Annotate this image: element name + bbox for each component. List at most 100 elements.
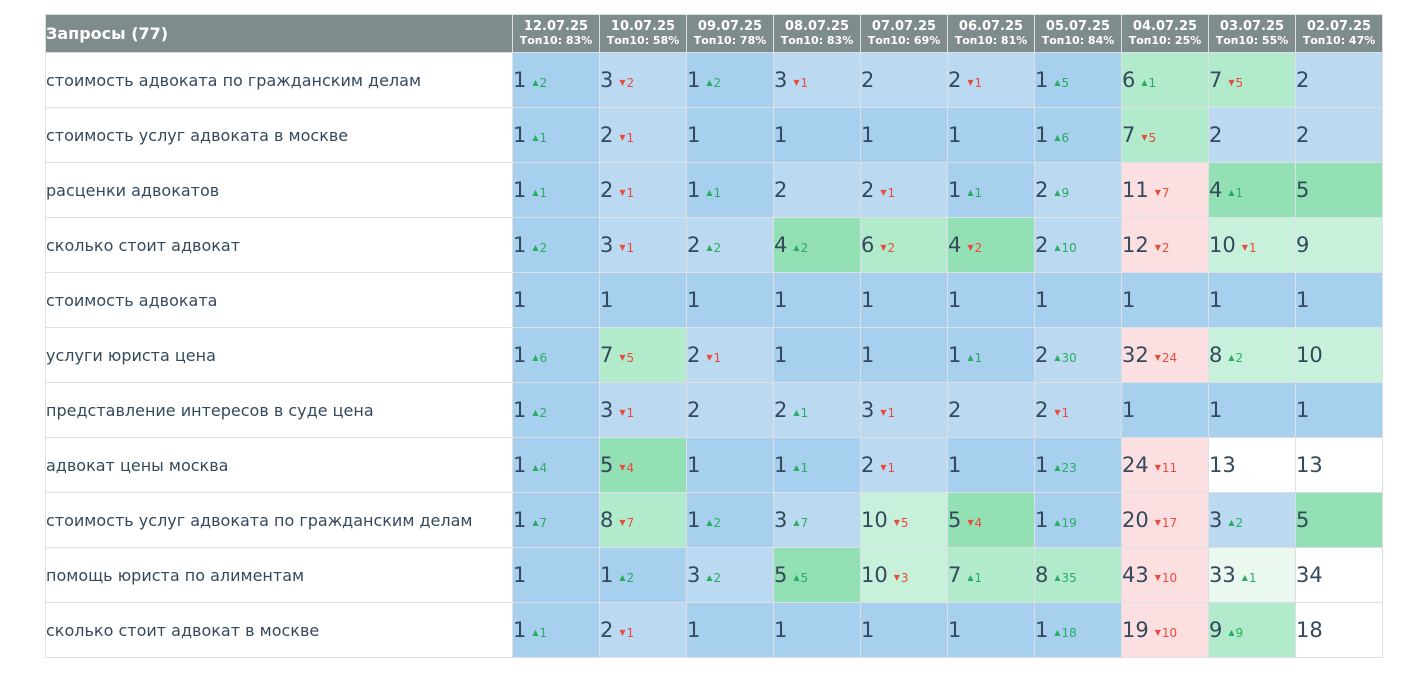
position-cell[interactable]: 13 bbox=[1208, 437, 1296, 493]
position-cell[interactable]: 2 ▼1 bbox=[947, 52, 1035, 108]
position-cell[interactable]: 1 bbox=[860, 602, 948, 658]
queries-column-header[interactable]: Запросы (77) bbox=[45, 14, 513, 53]
query-cell[interactable]: расценки адвокатов bbox=[45, 162, 513, 218]
position-cell[interactable]: 1 ▲2 bbox=[512, 217, 600, 273]
position-cell[interactable]: 1 bbox=[1208, 382, 1296, 438]
position-cell[interactable]: 3 ▲7 bbox=[773, 492, 861, 548]
position-cell[interactable]: 2 ▲9 bbox=[1034, 162, 1122, 218]
position-cell[interactable]: 1 ▲1 bbox=[773, 437, 861, 493]
query-cell[interactable]: стоимость адвоката по гражданским делам bbox=[45, 52, 513, 108]
position-cell[interactable]: 1 bbox=[860, 272, 948, 328]
position-cell[interactable]: 10 ▼5 bbox=[860, 492, 948, 548]
position-cell[interactable]: 1 ▲1 bbox=[947, 327, 1035, 383]
position-cell[interactable]: 2 ▲10 bbox=[1034, 217, 1122, 273]
query-cell[interactable]: стоимость адвоката bbox=[45, 272, 513, 328]
position-cell[interactable]: 1 ▲1 bbox=[512, 162, 600, 218]
position-cell[interactable]: 4 ▲1 bbox=[1208, 162, 1296, 218]
position-cell[interactable]: 2 ▼1 bbox=[599, 602, 687, 658]
position-cell[interactable]: 1 ▲19 bbox=[1034, 492, 1122, 548]
position-cell[interactable]: 2 ▲1 bbox=[773, 382, 861, 438]
position-cell[interactable]: 1 ▲1 bbox=[947, 162, 1035, 218]
position-cell[interactable]: 3 ▼1 bbox=[599, 217, 687, 273]
query-cell[interactable]: представление интересов в суде цена bbox=[45, 382, 513, 438]
position-cell[interactable]: 34 bbox=[1295, 547, 1383, 603]
position-cell[interactable]: 3 ▼1 bbox=[860, 382, 948, 438]
position-cell[interactable]: 33 ▲1 bbox=[1208, 547, 1296, 603]
position-cell[interactable]: 9 bbox=[1295, 217, 1383, 273]
position-cell[interactable]: 20 ▼17 bbox=[1121, 492, 1209, 548]
position-cell[interactable]: 7 ▼5 bbox=[1208, 52, 1296, 108]
query-cell[interactable]: адвокат цены москва bbox=[45, 437, 513, 493]
position-cell[interactable]: 1 bbox=[686, 437, 774, 493]
position-cell[interactable]: 2 bbox=[1295, 52, 1383, 108]
position-cell[interactable]: 7 ▲1 bbox=[947, 547, 1035, 603]
position-cell[interactable]: 1 bbox=[599, 272, 687, 328]
position-cell[interactable]: 10 ▼1 bbox=[1208, 217, 1296, 273]
position-cell[interactable]: 1 ▲6 bbox=[512, 327, 600, 383]
position-cell[interactable]: 1 bbox=[1121, 382, 1209, 438]
position-cell[interactable]: 24 ▼11 bbox=[1121, 437, 1209, 493]
position-cell[interactable]: 5 ▼4 bbox=[599, 437, 687, 493]
position-cell[interactable]: 8 ▲35 bbox=[1034, 547, 1122, 603]
query-cell[interactable]: сколько стоит адвокат bbox=[45, 217, 513, 273]
position-cell[interactable]: 7 ▼5 bbox=[1121, 107, 1209, 163]
date-column-header[interactable]: 08.07.25 Топ10: 83% bbox=[773, 14, 861, 53]
position-cell[interactable]: 1 bbox=[1295, 272, 1383, 328]
position-cell[interactable]: 4 ▲2 bbox=[773, 217, 861, 273]
date-column-header[interactable]: 05.07.25 Топ10: 84% bbox=[1034, 14, 1122, 53]
position-cell[interactable]: 12 ▼2 bbox=[1121, 217, 1209, 273]
position-cell[interactable]: 3 ▲2 bbox=[1208, 492, 1296, 548]
position-cell[interactable]: 1 ▲7 bbox=[512, 492, 600, 548]
position-cell[interactable]: 1 bbox=[860, 327, 948, 383]
position-cell[interactable]: 8 ▼7 bbox=[599, 492, 687, 548]
position-cell[interactable]: 1 bbox=[1034, 272, 1122, 328]
position-cell[interactable]: 6 ▼2 bbox=[860, 217, 948, 273]
position-cell[interactable]: 1 bbox=[686, 272, 774, 328]
position-cell[interactable]: 2 bbox=[1295, 107, 1383, 163]
position-cell[interactable]: 2 ▼1 bbox=[686, 327, 774, 383]
date-column-header[interactable]: 12.07.25 Топ10: 83% bbox=[512, 14, 600, 53]
position-cell[interactable]: 2 ▼1 bbox=[1034, 382, 1122, 438]
position-cell[interactable]: 1 bbox=[947, 107, 1035, 163]
position-cell[interactable]: 5 bbox=[1295, 162, 1383, 218]
date-column-header[interactable]: 04.07.25 Топ10: 25% bbox=[1121, 14, 1209, 53]
position-cell[interactable]: 11 ▼7 bbox=[1121, 162, 1209, 218]
position-cell[interactable]: 1 ▲1 bbox=[512, 107, 600, 163]
position-cell[interactable]: 1 bbox=[512, 547, 600, 603]
position-cell[interactable]: 10 bbox=[1295, 327, 1383, 383]
query-cell[interactable]: стоимость услуг адвоката в москве bbox=[45, 107, 513, 163]
position-cell[interactable]: 18 bbox=[1295, 602, 1383, 658]
position-cell[interactable]: 1 ▲2 bbox=[512, 382, 600, 438]
position-cell[interactable]: 2 ▲2 bbox=[686, 217, 774, 273]
position-cell[interactable]: 2 ▼1 bbox=[860, 437, 948, 493]
position-cell[interactable]: 1 bbox=[686, 107, 774, 163]
date-column-header[interactable]: 10.07.25 Топ10: 58% bbox=[599, 14, 687, 53]
position-cell[interactable]: 2 bbox=[860, 52, 948, 108]
position-cell[interactable]: 1 ▲2 bbox=[686, 52, 774, 108]
position-cell[interactable]: 2 ▲30 bbox=[1034, 327, 1122, 383]
position-cell[interactable]: 1 bbox=[1121, 272, 1209, 328]
date-column-header[interactable]: 06.07.25 Топ10: 81% bbox=[947, 14, 1035, 53]
position-cell[interactable]: 1 bbox=[947, 272, 1035, 328]
position-cell[interactable]: 1 bbox=[512, 272, 600, 328]
position-cell[interactable]: 8 ▲2 bbox=[1208, 327, 1296, 383]
position-cell[interactable]: 1 bbox=[860, 107, 948, 163]
position-cell[interactable]: 3 ▼1 bbox=[599, 382, 687, 438]
position-cell[interactable]: 2 bbox=[947, 382, 1035, 438]
position-cell[interactable]: 10 ▼3 bbox=[860, 547, 948, 603]
position-cell[interactable]: 2 ▼1 bbox=[599, 107, 687, 163]
position-cell[interactable]: 3 ▼2 bbox=[599, 52, 687, 108]
position-cell[interactable]: 5 ▼4 bbox=[947, 492, 1035, 548]
position-cell[interactable]: 1 bbox=[1295, 382, 1383, 438]
position-cell[interactable]: 1 ▲2 bbox=[686, 492, 774, 548]
position-cell[interactable]: 1 bbox=[686, 602, 774, 658]
position-cell[interactable]: 1 ▲5 bbox=[1034, 52, 1122, 108]
position-cell[interactable]: 6 ▲1 bbox=[1121, 52, 1209, 108]
position-cell[interactable]: 3 ▼1 bbox=[773, 52, 861, 108]
position-cell[interactable]: 1 ▲4 bbox=[512, 437, 600, 493]
position-cell[interactable]: 43 ▼10 bbox=[1121, 547, 1209, 603]
position-cell[interactable]: 1 bbox=[773, 602, 861, 658]
position-cell[interactable]: 1 bbox=[947, 602, 1035, 658]
position-cell[interactable]: 3 ▲2 bbox=[686, 547, 774, 603]
position-cell[interactable]: 2 ▼1 bbox=[599, 162, 687, 218]
